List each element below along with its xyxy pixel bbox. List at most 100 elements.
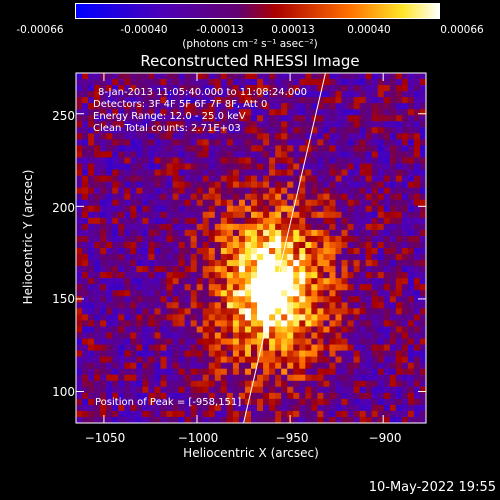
- heatmap-cell: [323, 169, 331, 177]
- heatmap-cell: [142, 73, 150, 80]
- heatmap-cell: [401, 254, 409, 261]
- heatmap-cell: [184, 133, 192, 140]
- heatmap-cell: [311, 73, 318, 80]
- heatmap-cell: [166, 205, 174, 213]
- x-axis-label: Heliocentric X (arcsec): [183, 446, 319, 460]
- heatmap-cell: [100, 79, 107, 86]
- heatmap-cell: [329, 356, 337, 364]
- heatmap-cell: [317, 374, 325, 382]
- heatmap-cell: [329, 386, 337, 394]
- heatmap-cell: [353, 151, 361, 159]
- heatmap-cell: [281, 296, 288, 303]
- heatmap-cell: [287, 151, 294, 159]
- heatmap-cell: [341, 139, 349, 147]
- heatmap-cell: [166, 344, 174, 352]
- heatmap-cell: [166, 266, 174, 273]
- heatmap-cell: [202, 139, 210, 147]
- heatmap-cell: [419, 254, 427, 261]
- heatmap-cell: [377, 368, 385, 376]
- heatmap-cell: [383, 169, 391, 177]
- heatmap-cell: [124, 85, 131, 92]
- x-tick-label: −1050: [84, 431, 126, 445]
- heatmap-cell: [148, 241, 156, 249]
- heatmap-cell: [226, 127, 234, 134]
- detectors: Detectors: 3F 4F 5F 6F 7F 8F, Att 0: [93, 99, 268, 110]
- heatmap-cell: [100, 296, 107, 303]
- heatmap-cell: [88, 217, 95, 225]
- heatmap-cell: [196, 326, 204, 334]
- heatmap-cell: [232, 302, 240, 309]
- footer-timestamp: 10-May-2022 19:55: [368, 480, 496, 495]
- heatmap-cell: [166, 133, 174, 140]
- heatmap-cell: [377, 145, 385, 153]
- heatmap-cell: [88, 73, 95, 80]
- heatmap-cell: [106, 97, 113, 104]
- heatmap-cell: [238, 320, 246, 328]
- heatmap-cell: [208, 320, 216, 328]
- heatmap-cell: [275, 266, 282, 273]
- heatmap-cell: [190, 278, 198, 285]
- heatmap-cell: [220, 410, 228, 418]
- heatmap-cell: [106, 260, 113, 267]
- heatmap-cell: [401, 223, 409, 231]
- heatmap-cell: [142, 217, 150, 225]
- heatmap-cell: [395, 290, 403, 297]
- heatmap-cell: [196, 169, 204, 177]
- heatmap-cell: [311, 308, 318, 315]
- heatmap-cell: [359, 229, 367, 237]
- heatmap-cell: [347, 386, 355, 394]
- heatmap-cell: [293, 139, 300, 147]
- heatmap-cell: [244, 344, 252, 352]
- heatmap-cell: [220, 229, 228, 237]
- heatmap-cell: [82, 97, 89, 104]
- heatmap-cell: [178, 73, 186, 80]
- heatmap-cell: [106, 217, 113, 225]
- heatmap-cell: [395, 97, 403, 104]
- heatmap-cell: [202, 332, 210, 340]
- heatmap-cell: [335, 241, 343, 249]
- heatmap-cell: [419, 266, 427, 273]
- heatmap-cell: [371, 392, 379, 400]
- heatmap-cell: [359, 278, 367, 285]
- heatmap-cell: [124, 217, 131, 225]
- heatmap-cell: [257, 175, 264, 183]
- heatmap-cell: [251, 392, 258, 400]
- heatmap-cell: [238, 109, 246, 116]
- heatmap-cell: [377, 217, 385, 225]
- heatmap-cell: [94, 127, 101, 134]
- colorbar: [75, 3, 440, 19]
- heatmap-cell: [166, 79, 174, 86]
- heatmap-cell: [395, 266, 403, 273]
- heatmap-cell: [341, 145, 349, 153]
- heatmap-cell: [100, 175, 107, 183]
- heatmap-cell: [166, 368, 174, 376]
- heatmap-cell: [100, 284, 107, 291]
- heatmap-cell: [377, 386, 385, 394]
- heatmap-cell: [94, 410, 101, 418]
- heatmap-cell: [76, 362, 83, 370]
- heatmap-cell: [118, 332, 125, 340]
- heatmap-cell: [329, 205, 337, 213]
- heatmap-cell: [208, 278, 216, 285]
- heatmap-cell: [341, 163, 349, 171]
- heatmap-cell: [335, 320, 343, 328]
- heatmap-cell: [172, 157, 180, 165]
- heatmap-cell: [347, 229, 355, 237]
- heatmap-cell: [130, 133, 137, 140]
- heatmap-cell: [106, 151, 113, 159]
- heatmap-cell: [100, 193, 107, 201]
- heatmap-cell: [365, 296, 373, 303]
- heatmap-cell: [371, 368, 379, 376]
- heatmap-cell: [226, 290, 234, 297]
- heatmap-cell: [214, 266, 222, 273]
- heatmap-cell: [317, 344, 325, 352]
- heatmap-cell: [323, 145, 331, 153]
- heatmap-cell: [148, 350, 156, 358]
- heatmap-cell: [184, 290, 192, 297]
- heatmap-cell: [287, 181, 294, 189]
- x-tick-label: −1000: [177, 431, 219, 445]
- heatmap-cell: [82, 356, 89, 364]
- heatmap-cell: [94, 266, 101, 273]
- heatmap-cell: [323, 127, 331, 134]
- heatmap-cell: [226, 169, 234, 177]
